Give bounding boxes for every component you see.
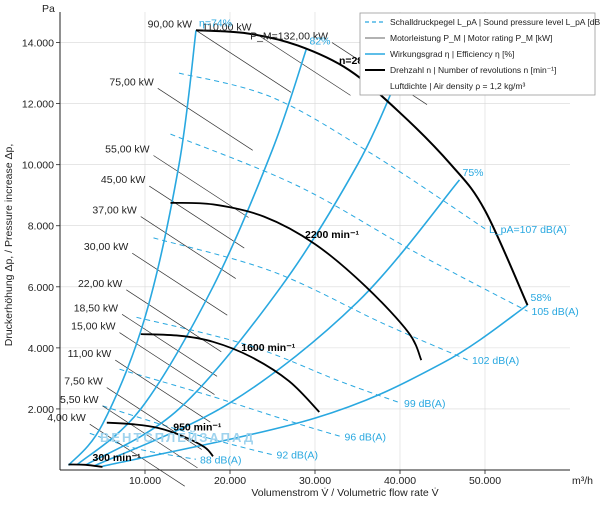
speed-curve (68, 463, 103, 468)
power-label: 15,00 kW (71, 321, 115, 333)
legend-density: Luftdichte | Air density ρ = 1,2 kg/m³ (390, 81, 525, 91)
power-label: 110,00 kW (202, 21, 252, 33)
x-axis-title: Volumenstrom V̇ / Volumetric flow rate V… (251, 486, 438, 499)
power-line (195, 30, 292, 93)
power-line (121, 313, 218, 377)
x-tick-label: 10.000 (129, 475, 161, 487)
power-label: 7,50 kW (64, 376, 103, 388)
power-label: 5,50 kW (60, 394, 99, 406)
y-tick-label: 14.000 (22, 38, 54, 50)
efficiency-curve (76, 48, 308, 466)
efficiency-curve (85, 81, 397, 466)
speed-curve (195, 29, 529, 306)
efficiency-curves (67, 30, 528, 468)
sound-level-curve (119, 368, 341, 437)
y-tick-label: 10.000 (22, 160, 54, 172)
sound-level-label: L_pA=107 dB(A) (489, 224, 567, 236)
legend: Schalldruckpegel L_pA | Sound pressure l… (359, 12, 600, 96)
efficiency-label: 58% (531, 292, 552, 304)
efficiency-label: η=74% (199, 17, 232, 29)
sound-level-curve (136, 316, 401, 404)
power-line (132, 252, 228, 316)
power-line (140, 216, 236, 279)
x-tick-label: 50.000 (469, 475, 501, 487)
y-axis-unit: Pa (42, 3, 55, 15)
power-label: 4,00 kW (47, 412, 86, 424)
speed-label: 1600 min⁻¹ (241, 342, 295, 354)
power-label: 90,00 kW (148, 18, 192, 30)
power-line (106, 387, 202, 450)
sound-level-label: 99 dB(A) (404, 398, 445, 410)
power-line (102, 405, 198, 469)
efficiency-curve (93, 179, 461, 467)
legend-sound: Schalldruckpegel L_pA | Sound pressure l… (390, 17, 600, 27)
sound-level-label: 88 dB(A) (200, 454, 241, 466)
power-label: 45,00 kW (101, 174, 145, 186)
power-line (89, 423, 185, 487)
power-label: P_M=132,00 kW (250, 31, 328, 43)
legend-power: Motorleistung P_M | Motor rating P_M [kW… (390, 33, 552, 43)
axis-ticks: 10.000 20.000 30.000 40.000 50.000 2.000 4.000… (22, 38, 501, 487)
power-label: 30,00 kW (84, 241, 128, 253)
efficiency-label: 75% (463, 167, 484, 179)
grid (60, 12, 570, 470)
speed-label: 2200 min⁻¹ (305, 229, 359, 241)
sound-level-curve (102, 405, 273, 456)
x-tick-label: 30.000 (299, 475, 331, 487)
speed-label: 950 min⁻¹ (173, 421, 222, 433)
x-tick-label: 20.000 (214, 475, 246, 487)
power-label: 37,00 kW (92, 205, 136, 217)
power-label: 11,00 kW (68, 348, 112, 360)
power-line (157, 88, 253, 151)
y-tick-label: 6.000 (28, 282, 54, 294)
power-line (149, 185, 245, 249)
y-tick-label: 12.000 (22, 99, 54, 111)
efficiency-label: 82% (310, 36, 331, 48)
power-label: 75,00 kW (109, 76, 153, 88)
efficiency-curve (102, 304, 528, 468)
power-line (255, 33, 351, 96)
y-tick-label: 4.000 (28, 343, 54, 355)
speed-curves (68, 29, 529, 468)
power-label: 18,50 kW (74, 302, 118, 314)
speed-curve (140, 333, 320, 413)
power-curves (89, 30, 428, 487)
y-tick-label: 2.000 (28, 404, 54, 416)
sound-level-curve (153, 237, 469, 361)
power-line (115, 359, 211, 423)
watermark: ВЕНТСПЛЕЙЗАПАД (100, 430, 255, 445)
speed-curve (106, 421, 214, 457)
y-axis-title: Druckerhöhung Δp, / Pressure increase Δp… (3, 144, 15, 347)
power-label: 22,00 kW (78, 278, 122, 290)
power-label: 55,00 kW (105, 144, 149, 156)
y-tick-label: 8.000 (28, 221, 54, 233)
speed-label: 300 min⁻¹ (93, 452, 142, 464)
sound-level-curves (89, 72, 528, 460)
sound-level-curve (170, 133, 528, 312)
legend-speed: Drehzahl n | Number of revolutions n [mi… (390, 65, 556, 75)
sound-level-label: 92 dB(A) (277, 450, 318, 462)
sound-level-curve (178, 72, 486, 230)
efficiency-curve (67, 30, 197, 466)
x-axis-unit: m³/h (572, 475, 593, 487)
sound-level-label: 105 dB(A) (532, 306, 579, 318)
power-line (126, 289, 222, 353)
power-line (119, 332, 215, 395)
speed-curve (170, 201, 423, 361)
sound-level-label: 96 dB(A) (345, 431, 386, 443)
sound-level-label: 102 dB(A) (472, 355, 519, 367)
legend-efficiency: Wirkungsgrad η | Efficiency η [%] (390, 49, 514, 59)
x-tick-label: 40.000 (384, 475, 416, 487)
